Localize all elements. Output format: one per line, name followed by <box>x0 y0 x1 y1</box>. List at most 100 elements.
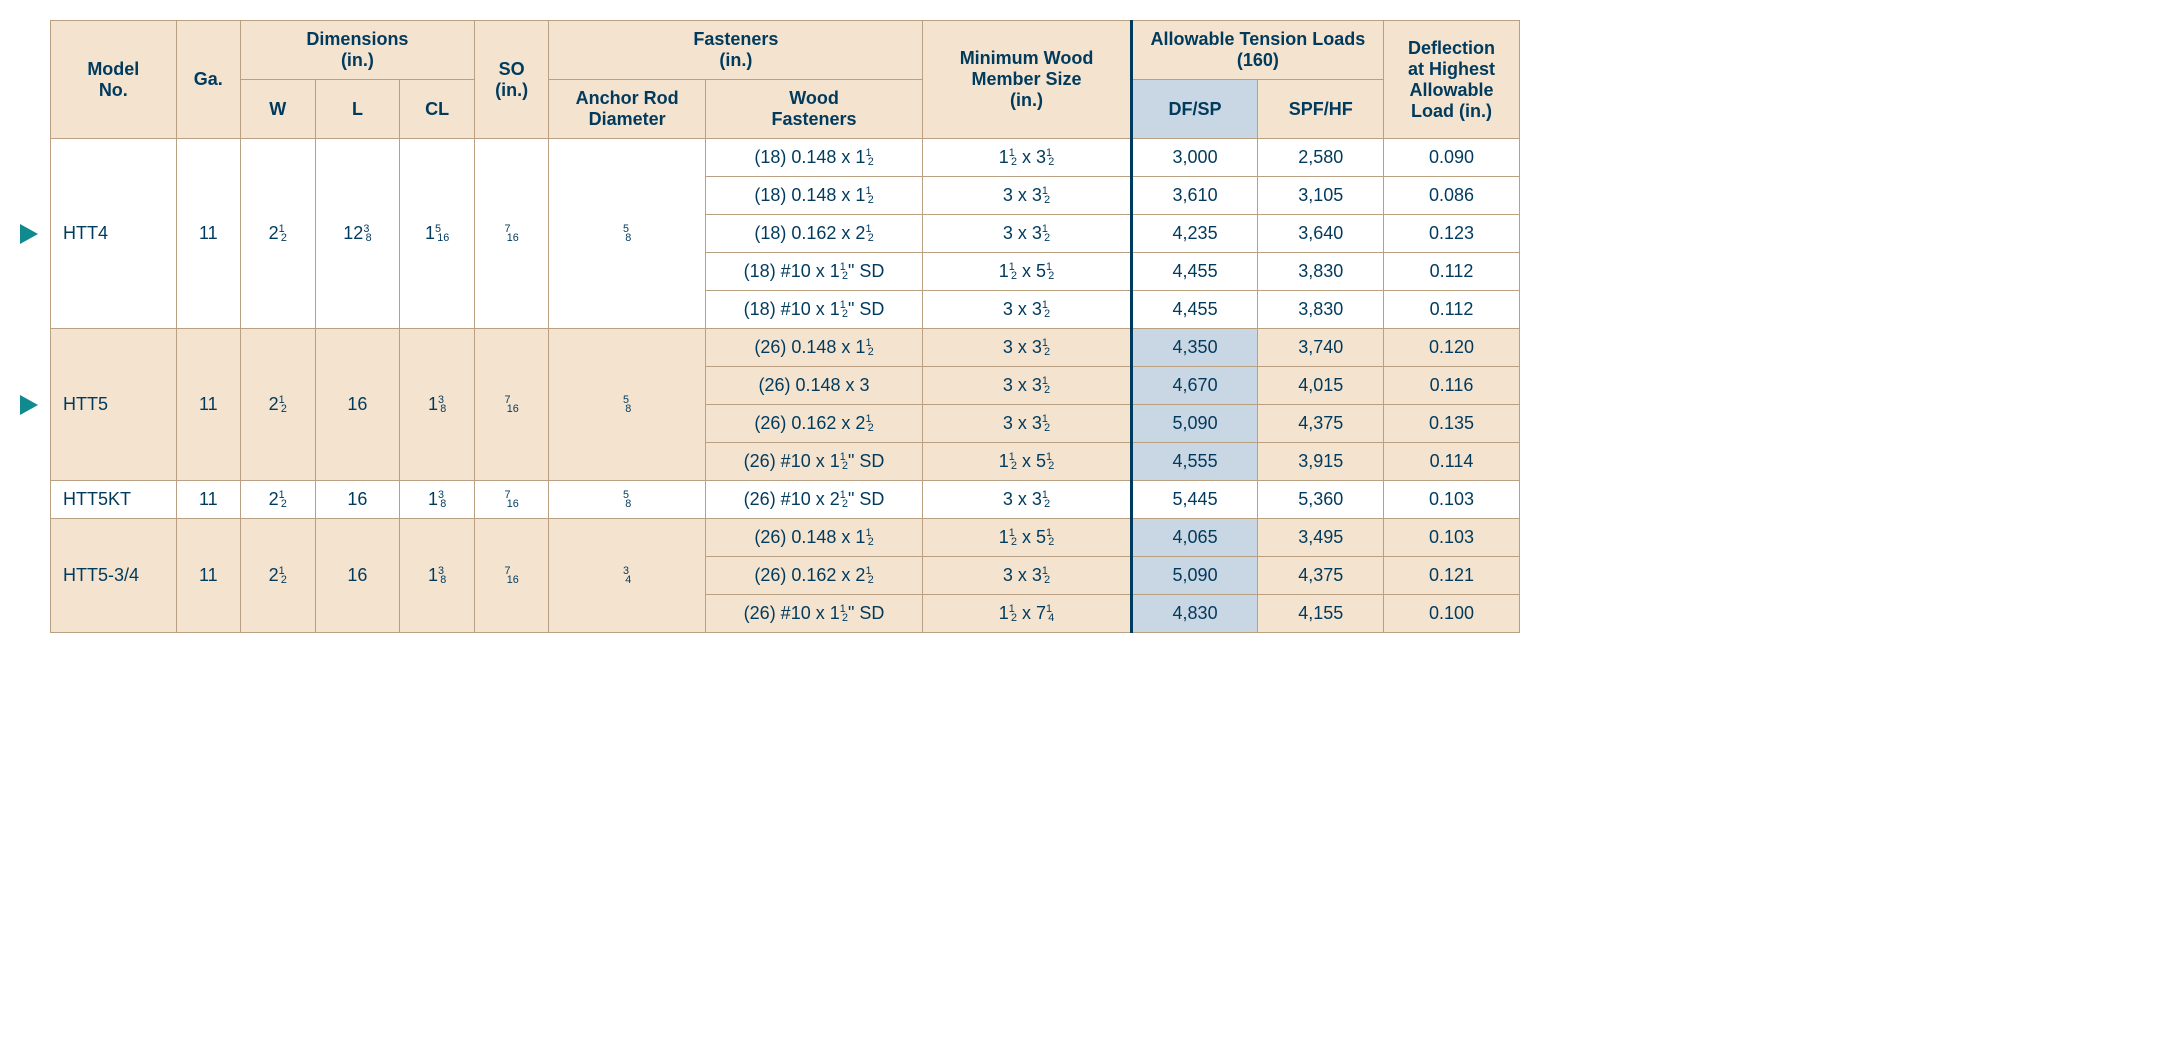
cell-anchor: 58 <box>549 481 705 519</box>
cell-anchor: 58 <box>549 329 705 481</box>
cell-l: 1238 <box>315 139 400 329</box>
cell-spfhf: 4,375 <box>1258 405 1384 443</box>
cell-min-wood: 3 x 312 <box>923 177 1131 215</box>
cell-dfsp: 5,445 <box>1131 481 1258 519</box>
cell-dfsp: 5,090 <box>1131 405 1258 443</box>
cell-wood-fast: (26) 0.148 x 112 <box>705 519 923 557</box>
cell-wood-fast: (18) 0.148 x 112 <box>705 139 923 177</box>
cell-cl: 138 <box>400 329 475 481</box>
cell-deflection: 0.090 <box>1384 139 1520 177</box>
cell-cl: 138 <box>400 519 475 633</box>
table-body: HTT4112121238151671658(18) 0.148 x 11211… <box>51 139 1520 633</box>
cell-dfsp: 4,455 <box>1131 291 1258 329</box>
cell-dfsp: 4,455 <box>1131 253 1258 291</box>
cell-anchor: 58 <box>549 139 705 329</box>
cell-wood-fast: (26) #10 x 212" SD <box>705 481 923 519</box>
cell-wood-fast: (26) #10 x 112" SD <box>705 443 923 481</box>
cell-min-wood: 3 x 312 <box>923 481 1131 519</box>
cell-dfsp: 4,670 <box>1131 367 1258 405</box>
cell-dfsp: 5,090 <box>1131 557 1258 595</box>
col-anchor: Anchor RodDiameter <box>549 80 705 139</box>
cell-spfhf: 5,360 <box>1258 481 1384 519</box>
cell-spfhf: 4,015 <box>1258 367 1384 405</box>
cell-spfhf: 2,580 <box>1258 139 1384 177</box>
cell-wood-fast: (18) #10 x 112" SD <box>705 253 923 291</box>
cell-deflection: 0.086 <box>1384 177 1520 215</box>
cell-l: 16 <box>315 481 400 519</box>
cell-deflection: 0.103 <box>1384 481 1520 519</box>
cell-wood-fast: (26) 0.162 x 212 <box>705 557 923 595</box>
cell-wood-fast: (26) 0.162 x 212 <box>705 405 923 443</box>
cell-spfhf: 3,830 <box>1258 253 1384 291</box>
cell-deflection: 0.112 <box>1384 253 1520 291</box>
cell-min-wood: 3 x 312 <box>923 557 1131 595</box>
cell-spfhf: 3,830 <box>1258 291 1384 329</box>
cell-w: 212 <box>240 481 315 519</box>
cell-ga: 11 <box>176 329 240 481</box>
table-row: HTT5KT112121613871658(26) #10 x 212" SD3… <box>51 481 1520 519</box>
cell-w: 212 <box>240 329 315 481</box>
cell-so: 716 <box>474 519 549 633</box>
table-row: HTT4112121238151671658(18) 0.148 x 11211… <box>51 139 1520 177</box>
cell-spfhf: 3,915 <box>1258 443 1384 481</box>
cell-anchor: 34 <box>549 519 705 633</box>
col-model: ModelNo. <box>51 21 177 139</box>
cell-min-wood: 112 x 312 <box>923 139 1131 177</box>
cell-ga: 11 <box>176 139 240 329</box>
col-w: W <box>240 80 315 139</box>
cell-min-wood: 112 x 512 <box>923 519 1131 557</box>
cell-dfsp: 4,555 <box>1131 443 1258 481</box>
cell-spfhf: 4,375 <box>1258 557 1384 595</box>
loads-table: ModelNo. Ga. Dimensions(in.) SO(in.) Fas… <box>50 20 1520 633</box>
col-cl: CL <box>400 80 475 139</box>
cell-wood-fast: (26) 0.148 x 3 <box>705 367 923 405</box>
cell-w: 212 <box>240 139 315 329</box>
col-loads: Allowable Tension Loads(160) <box>1131 21 1383 80</box>
col-ga: Ga. <box>176 21 240 139</box>
cell-spfhf: 3,640 <box>1258 215 1384 253</box>
col-spfhf: SPF/HF <box>1258 80 1384 139</box>
col-deflection: Deflectionat HighestAllowableLoad (in.) <box>1384 21 1520 139</box>
cell-wood-fast: (26) 0.148 x 112 <box>705 329 923 367</box>
table-wrapper: ModelNo. Ga. Dimensions(in.) SO(in.) Fas… <box>50 20 1520 633</box>
cell-min-wood: 3 x 312 <box>923 405 1131 443</box>
cell-min-wood: 112 x 512 <box>923 253 1131 291</box>
cell-deflection: 0.135 <box>1384 405 1520 443</box>
cell-dfsp: 3,610 <box>1131 177 1258 215</box>
cell-w: 212 <box>240 519 315 633</box>
cell-model: HTT5-3/4 <box>51 519 177 633</box>
cell-model: HTT5KT <box>51 481 177 519</box>
cell-cl: 1516 <box>400 139 475 329</box>
cell-spfhf: 4,155 <box>1258 595 1384 633</box>
cell-deflection: 0.103 <box>1384 519 1520 557</box>
cell-dfsp: 3,000 <box>1131 139 1258 177</box>
cell-deflection: 0.100 <box>1384 595 1520 633</box>
cell-deflection: 0.123 <box>1384 215 1520 253</box>
table-header: ModelNo. Ga. Dimensions(in.) SO(in.) Fas… <box>51 21 1520 139</box>
col-fasteners: Fasteners(in.) <box>549 21 923 80</box>
cell-l: 16 <box>315 329 400 481</box>
cell-min-wood: 112 x 714 <box>923 595 1131 633</box>
cell-ga: 11 <box>176 481 240 519</box>
cell-so: 716 <box>474 139 549 329</box>
cell-min-wood: 3 x 312 <box>923 329 1131 367</box>
arrow-icon <box>20 224 38 244</box>
col-wood-fast: WoodFasteners <box>705 80 923 139</box>
cell-so: 716 <box>474 329 549 481</box>
cell-dfsp: 4,235 <box>1131 215 1258 253</box>
cell-spfhf: 3,105 <box>1258 177 1384 215</box>
cell-min-wood: 3 x 312 <box>923 367 1131 405</box>
cell-min-wood: 3 x 312 <box>923 215 1131 253</box>
cell-wood-fast: (18) #10 x 112" SD <box>705 291 923 329</box>
cell-spfhf: 3,495 <box>1258 519 1384 557</box>
arrow-icon <box>20 395 38 415</box>
col-dimensions: Dimensions(in.) <box>240 21 474 80</box>
cell-deflection: 0.112 <box>1384 291 1520 329</box>
cell-wood-fast: (18) 0.162 x 212 <box>705 215 923 253</box>
cell-l: 16 <box>315 519 400 633</box>
col-so: SO(in.) <box>474 21 549 139</box>
cell-deflection: 0.116 <box>1384 367 1520 405</box>
table-row: HTT5112121613871658(26) 0.148 x 1123 x 3… <box>51 329 1520 367</box>
cell-spfhf: 3,740 <box>1258 329 1384 367</box>
cell-so: 716 <box>474 481 549 519</box>
